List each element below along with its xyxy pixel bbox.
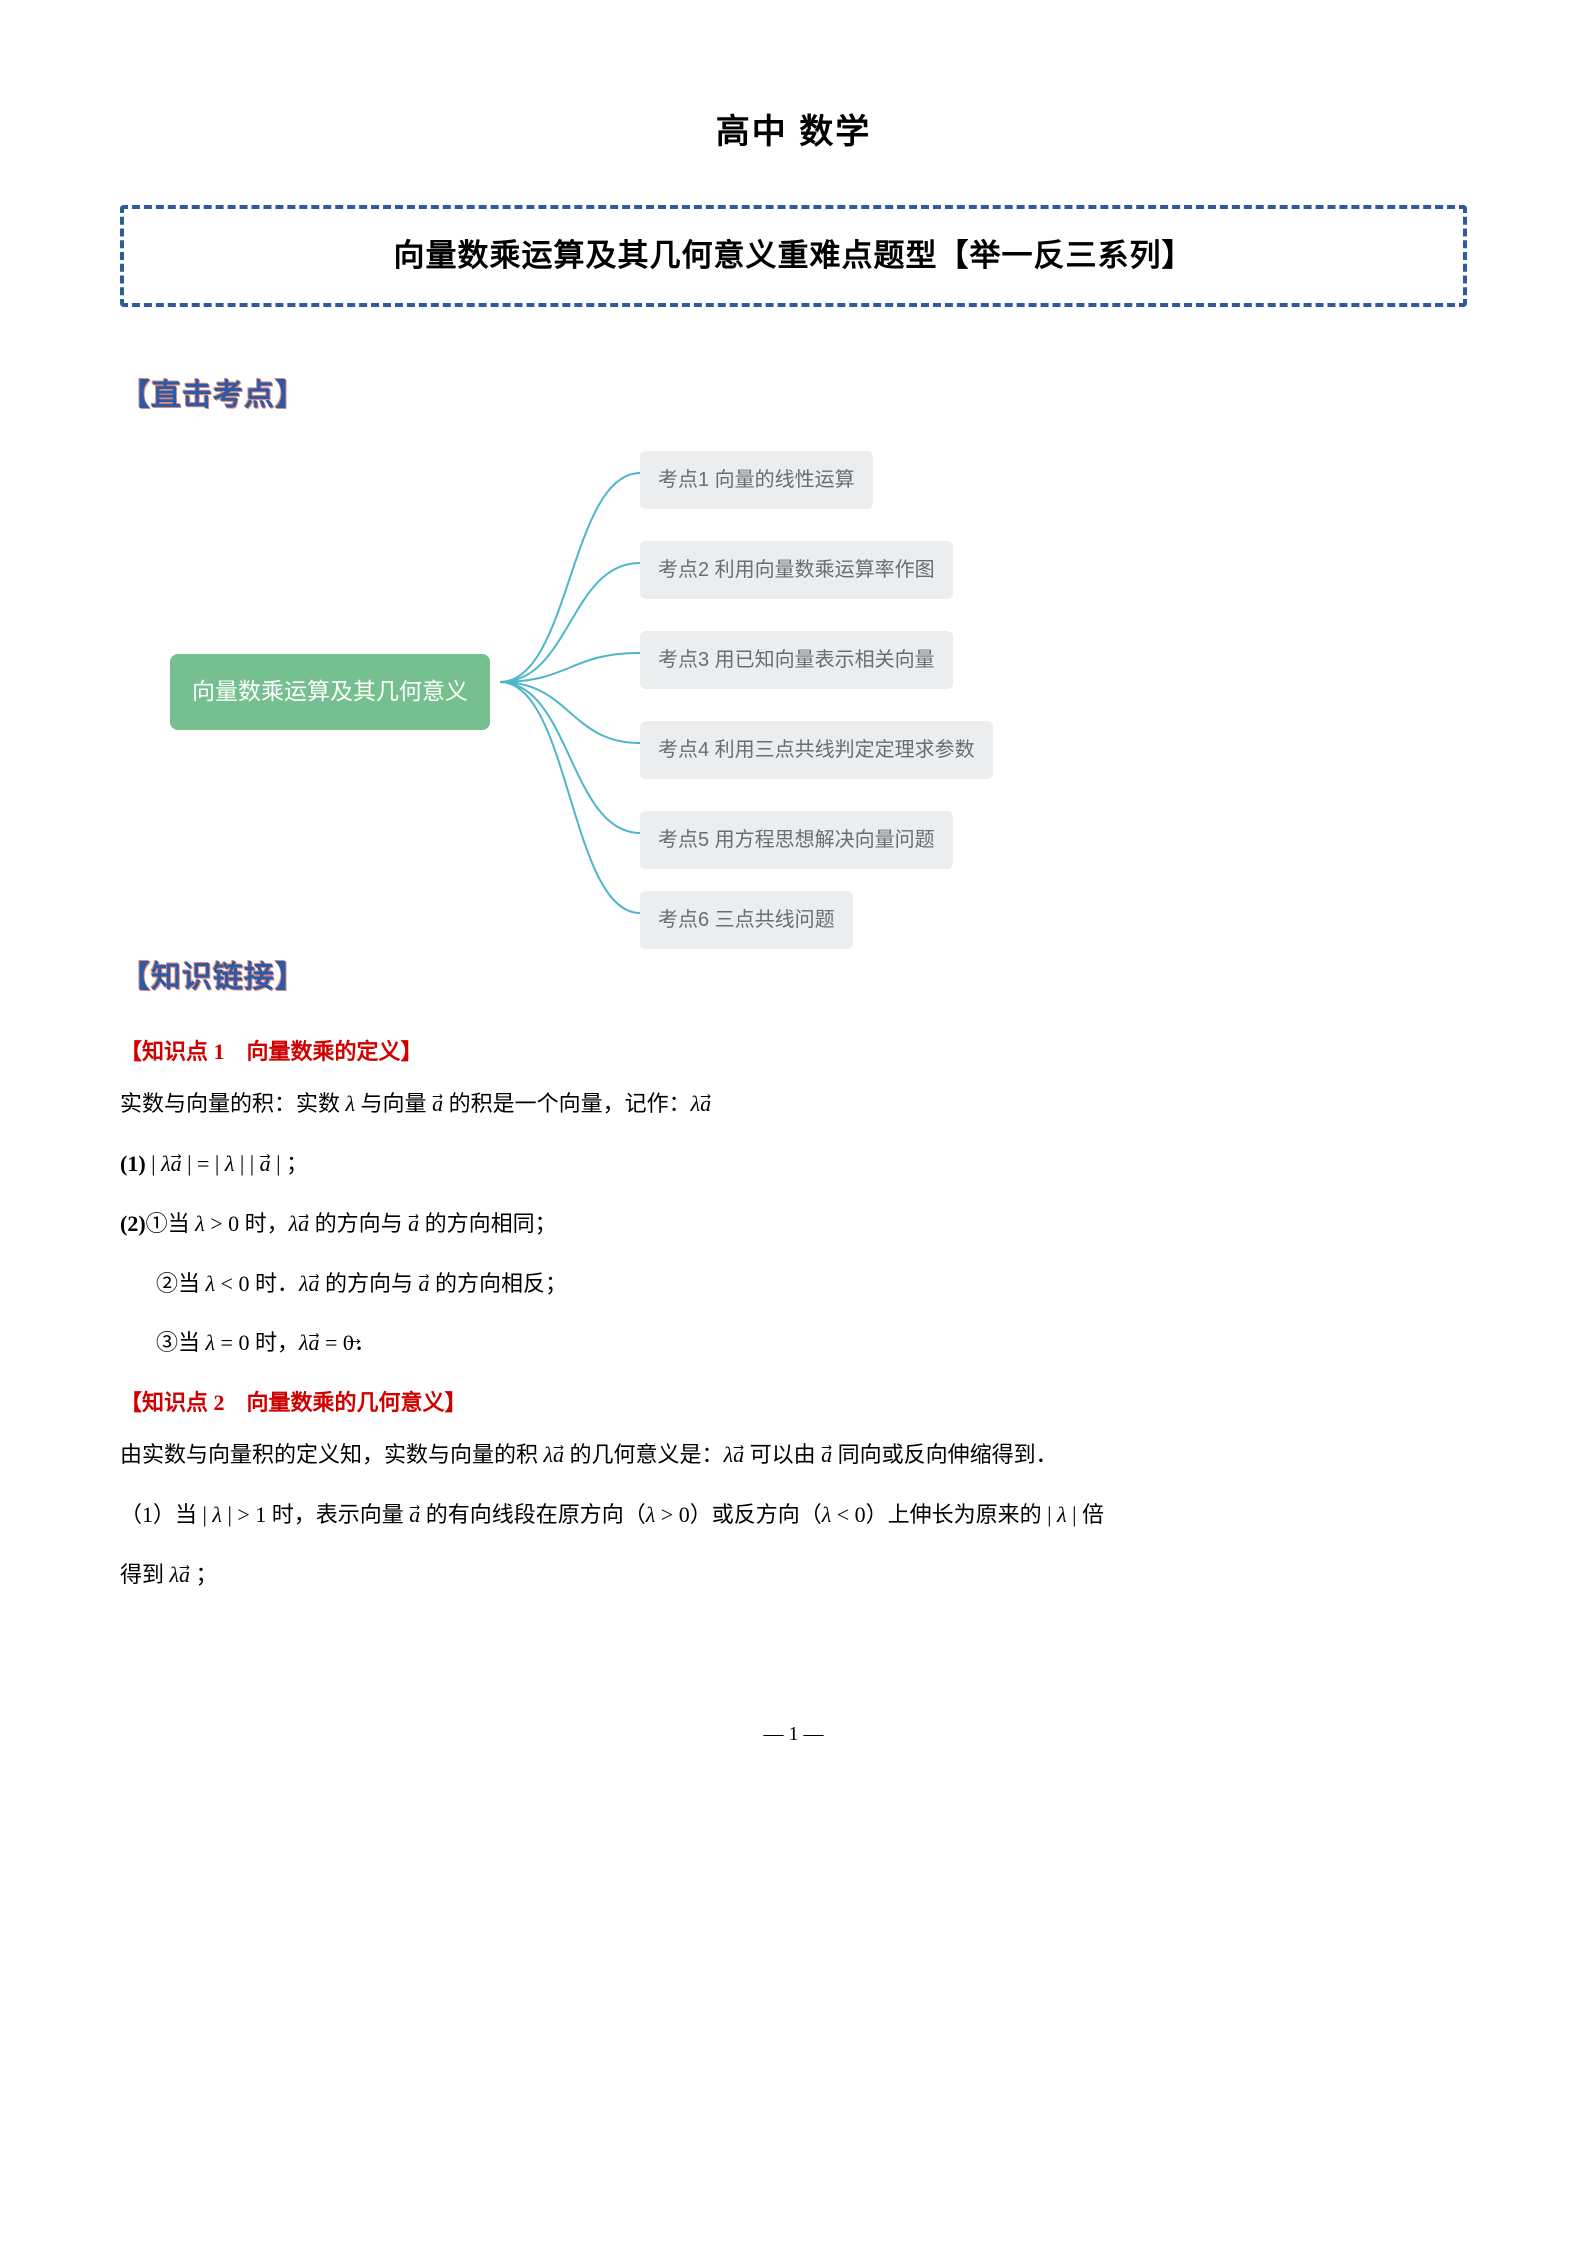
page-title: 高中 数学 — [120, 100, 1467, 165]
banner-text: 向量数乘运算及其几何意义重难点题型【举一反三系列】 — [134, 227, 1453, 286]
kp1-heading: 【知识点 1 向量数乘的定义】 — [120, 1031, 1467, 1073]
mindmap-leaf-3: 考点3 用已知向量表示相关向量 — [640, 631, 953, 689]
kp1-line1: (1) | λa⃗ | = | λ | | a⃗ | ； — [120, 1143, 1467, 1185]
kp1-line2b: ②当 λ < 0 时．λa⃗ 的方向与 a⃗ 的方向相反； — [120, 1263, 1467, 1305]
kp1-line2c: ③当 λ = 0 时，λa⃗ = 0→． — [120, 1322, 1467, 1364]
mindmap-leaf-5: 考点5 用方程思想解决向量问题 — [640, 811, 953, 869]
kp2-line3: 得到 λa⃗ ； — [120, 1554, 1467, 1596]
kp2-line2: （1）当 | λ | > 1 时，表示向量 a⃗ 的有向线段在原方向（λ > 0… — [120, 1494, 1467, 1536]
section-tag-knowledge: 【知识链接】 — [120, 949, 306, 1006]
kp1-line2a: (2)①当 λ > 0 时，λa⃗ 的方向与 a⃗ 的方向相同； — [120, 1203, 1467, 1245]
mindmap: 向量数乘运算及其几何意义 考点1 向量的线性运算考点2 利用向量数乘运算率作图考… — [120, 439, 1467, 929]
page-number: — 1 — — [120, 1715, 1467, 1753]
mindmap-leaf-2: 考点2 利用向量数乘运算率作图 — [640, 541, 953, 599]
mindmap-leaf-1: 考点1 向量的线性运算 — [640, 451, 873, 509]
kp1-intro: 实数与向量的积：实数 λ 与向量 a⃗ 的积是一个向量，记作：λa⃗ — [120, 1083, 1467, 1125]
kp2-line1: 由实数与向量积的定义知，实数与向量的积 λa⃗ 的几何意义是：λa⃗ 可以由 a… — [120, 1434, 1467, 1476]
mindmap-leaf-4: 考点4 利用三点共线判定定理求参数 — [640, 721, 993, 779]
kp2-heading: 【知识点 2 向量数乘的几何意义】 — [120, 1382, 1467, 1424]
section-tag-exam-points: 【直击考点】 — [120, 367, 306, 424]
mindmap-root: 向量数乘运算及其几何意义 — [170, 654, 490, 730]
banner-box: 向量数乘运算及其几何意义重难点题型【举一反三系列】 — [120, 205, 1467, 308]
mindmap-leaf-6: 考点6 三点共线问题 — [640, 891, 853, 949]
